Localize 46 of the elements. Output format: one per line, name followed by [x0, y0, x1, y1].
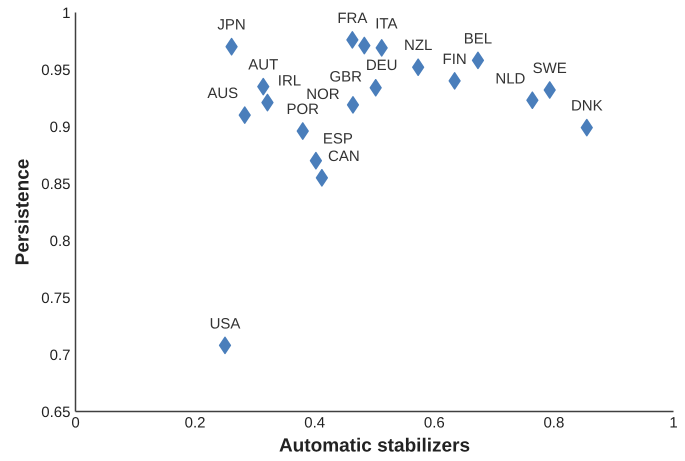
annotation: DEU — [366, 56, 398, 74]
x-tick-label: 0 — [71, 414, 80, 432]
y-tick-label: 0.75 — [41, 290, 71, 307]
point — [310, 152, 322, 170]
y-tick-label: 0.85 — [41, 176, 71, 193]
annotation: JPN — [217, 16, 246, 34]
y-tick-label: 0.65 — [41, 404, 71, 421]
y-tick-label: 0.95 — [41, 62, 71, 79]
annotation: USA — [210, 315, 240, 332]
annotation: BEL — [464, 30, 492, 48]
y-tick-label: 0.7 — [50, 347, 71, 364]
point — [346, 30, 359, 49]
point — [316, 168, 328, 187]
x-axis-title: Automatic stabilizers — [278, 436, 470, 456]
annotation: AUT — [248, 56, 278, 74]
annotation: CAN — [328, 148, 360, 165]
point — [225, 38, 238, 56]
y-tick-label: 0.9 — [50, 119, 71, 136]
annotation: FIN — [442, 50, 467, 68]
point — [472, 51, 484, 70]
point — [218, 336, 232, 354]
point — [448, 72, 461, 90]
y-tick-label: 1 — [62, 5, 70, 22]
x-tick-label: 0.2 — [184, 414, 206, 432]
annotation: NLD — [495, 70, 526, 88]
annotation: GBR — [329, 68, 362, 86]
x-tick-label: 0.6 — [424, 414, 445, 432]
x-tick-label: 0.8 — [543, 414, 564, 432]
point — [346, 96, 360, 114]
point — [412, 58, 424, 76]
x-tick-label: 0.4 — [304, 414, 326, 432]
annotation: ITA — [375, 16, 398, 33]
annotation: POR — [286, 101, 320, 118]
annotation: FRA — [337, 10, 368, 27]
annotation: AUS — [207, 85, 238, 102]
annotation: DNK — [570, 98, 603, 115]
annotation: IRL — [278, 72, 302, 90]
annotation: NZL — [404, 37, 432, 54]
point — [261, 94, 274, 112]
annotation: ESP — [322, 130, 353, 148]
y-tick-label: 0.8 — [50, 233, 71, 250]
annotation: SWE — [532, 60, 567, 78]
annotation: NOR — [306, 86, 340, 103]
point — [526, 91, 539, 110]
x-tick-label: 1 — [669, 414, 678, 432]
y-axis-title: Persistence — [12, 158, 34, 266]
